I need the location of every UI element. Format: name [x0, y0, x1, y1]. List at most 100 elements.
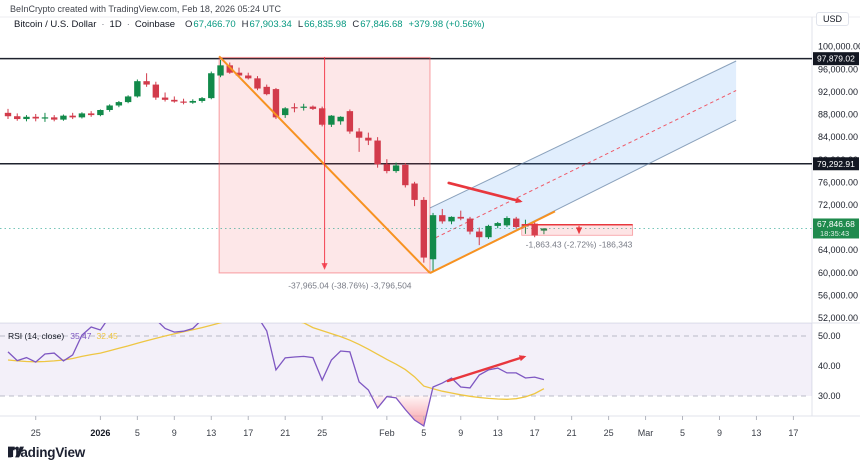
candle-body [476, 231, 483, 238]
time-axis-label: Mar [638, 428, 654, 438]
candle [503, 216, 511, 228]
time-axis-label: 21 [280, 428, 290, 438]
price-trend-arrow[interactable] [447, 181, 523, 204]
horizontal-price-lines[interactable] [0, 57, 812, 165]
candle-body [51, 117, 58, 120]
candle [161, 92, 169, 102]
price-line-badge: 79,292.91 [813, 157, 859, 171]
candle [346, 109, 354, 134]
candle-body [180, 101, 187, 103]
exchange-label: Coinbase [134, 19, 176, 30]
symbol-info-bar[interactable]: Bitcoin / U.S. Dollar · 1D · Coinbase O6… [14, 19, 485, 30]
arrow-head [515, 197, 523, 204]
candle-body [402, 164, 409, 186]
candle-body [494, 223, 501, 226]
candle-body [106, 105, 113, 111]
candle [513, 216, 520, 229]
candle-body [291, 107, 298, 109]
candle-body [457, 216, 464, 219]
tradingview-logo[interactable]: TradingView [8, 445, 85, 460]
candle-body [115, 102, 123, 106]
time-axis-label: 9 [458, 428, 463, 438]
candle [337, 116, 344, 125]
time-axis-label: 5 [135, 428, 140, 438]
open-value: O67,466.70 [185, 19, 236, 30]
candle-body [383, 164, 391, 172]
price-line-badge: 97,879.02 [813, 52, 859, 66]
candle [365, 132, 372, 146]
price-axis[interactable]: 100,000.00 96,000.00 92,000.00 88,000.00 84,… [813, 42, 860, 401]
candle-body [41, 117, 49, 119]
price-axis-label: 96,000.00 [818, 64, 858, 74]
candle [208, 71, 215, 100]
candle [309, 105, 317, 111]
time-axis-label: 13 [206, 428, 216, 438]
candle [494, 221, 501, 229]
time-axis[interactable]: 25 2026 5 9 13 17 21 25 Feb 5 9 13 17 21 25 Mar 5 9 13 17 [31, 416, 799, 438]
candle-body [448, 216, 455, 222]
candle [254, 76, 261, 91]
candle [69, 112, 76, 120]
interval-label[interactable]: 1D [109, 19, 122, 30]
decline-measure-label: -37,965.04 (-38.76%) -3,796,504 [288, 281, 412, 291]
range-measure-box[interactable] [521, 224, 634, 236]
candle-body [235, 72, 243, 76]
candle-body [124, 96, 132, 103]
candle-body [226, 65, 233, 73]
candle [318, 106, 326, 127]
ohlc-readout: O67,466.70 H67,903.34 L66,835.98 C67,846… [185, 19, 485, 30]
candle [32, 113, 39, 122]
candle-body [439, 215, 446, 222]
candle-body [263, 86, 270, 95]
badge-background [813, 218, 859, 239]
candle [328, 115, 335, 127]
time-axis-label: 25 [317, 428, 327, 438]
watermark-attribution: BeInCrypto created with TradingView.com,… [10, 4, 281, 14]
rsi-legend[interactable]: RSI (14, close) 35.47 32.45 [8, 331, 118, 341]
candle-body [14, 116, 21, 120]
candle-body [60, 115, 67, 120]
candle-body [4, 112, 12, 117]
candle-body [245, 75, 252, 79]
candlestick-series [4, 59, 548, 273]
rsi-trend-arrow[interactable] [446, 355, 527, 383]
candle-body [420, 199, 427, 258]
uptrend-line[interactable] [429, 210, 556, 274]
price-axis-label: 56,000.00 [818, 290, 858, 300]
badge-price: 79,292.91 [817, 159, 855, 169]
candle [485, 224, 492, 239]
candle [87, 111, 95, 117]
candle [245, 72, 252, 80]
candle-body [143, 81, 150, 85]
candle-body [87, 113, 95, 116]
candle-body [328, 115, 335, 125]
badge-countdown: 18:35:43 [820, 229, 849, 238]
arrow-shaft [446, 355, 525, 383]
candle-body [485, 225, 492, 238]
time-axis-label: 2026 [90, 428, 110, 438]
candle [189, 99, 196, 104]
rsi-pane [7, 323, 545, 428]
candle [374, 137, 381, 168]
arrow-head [575, 227, 583, 235]
candle-body [466, 218, 474, 232]
candle-body [392, 165, 400, 172]
badge-price: 67,846.68 [817, 219, 855, 229]
candle-body [198, 98, 206, 101]
candle-body [365, 137, 372, 141]
candle-body [208, 73, 215, 99]
candle-body [503, 218, 511, 226]
currency-button[interactable]: USD [816, 12, 850, 26]
range-measure-arrow[interactable] [575, 225, 583, 235]
candle [448, 216, 455, 225]
separator-dot: · [126, 19, 130, 30]
decline-measure-arrow[interactable] [321, 56, 328, 270]
candle-body [309, 106, 317, 109]
candle [152, 81, 160, 100]
price-axis-label: 88,000.00 [818, 110, 858, 120]
price-axis-label: 76,000.00 [818, 177, 858, 187]
symbol-name[interactable]: Bitcoin / U.S. Dollar [14, 19, 97, 30]
time-axis-label: 9 [172, 428, 177, 438]
